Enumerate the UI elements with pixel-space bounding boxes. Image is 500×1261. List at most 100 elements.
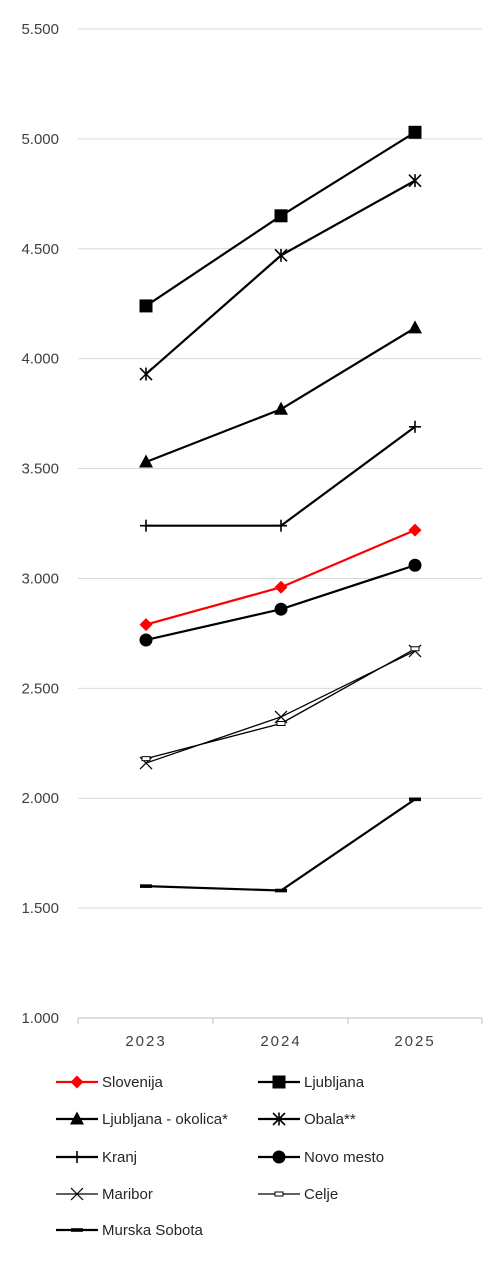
series-kranj bbox=[140, 420, 421, 532]
data-point bbox=[139, 299, 153, 313]
data-point bbox=[274, 580, 288, 594]
data-point bbox=[276, 720, 286, 726]
legend-item: Ljubljana bbox=[258, 1074, 365, 1091]
legend-item: Novo mesto bbox=[258, 1149, 384, 1166]
series-novo-mesto bbox=[139, 558, 422, 647]
grid-layer bbox=[78, 28, 482, 1019]
marker-shape bbox=[70, 1187, 84, 1201]
x-tick-label: 2023 bbox=[125, 1033, 166, 1050]
marker-shape bbox=[71, 1228, 83, 1232]
series-line bbox=[145, 650, 416, 764]
y-tick-label: 4.500 bbox=[21, 241, 59, 258]
y-tick-label: 4.000 bbox=[21, 351, 59, 368]
legend-marker bbox=[272, 1075, 286, 1089]
marker-shape bbox=[274, 602, 288, 616]
marker-shape bbox=[141, 756, 151, 762]
legend-label: Murska Sobota bbox=[102, 1222, 204, 1239]
data-point bbox=[139, 618, 153, 632]
data-point bbox=[274, 248, 288, 262]
legend-label: Kranj bbox=[102, 1149, 137, 1166]
legend-marker bbox=[70, 1111, 84, 1125]
legend-marker bbox=[71, 1151, 83, 1163]
series-line bbox=[146, 425, 416, 527]
marker-shape bbox=[140, 884, 152, 888]
legend-label: Celje bbox=[304, 1186, 338, 1203]
data-point bbox=[409, 797, 421, 802]
marker-shape bbox=[274, 580, 288, 594]
data-point bbox=[408, 558, 422, 572]
data-point bbox=[275, 888, 287, 893]
legend-item: Maribor bbox=[56, 1186, 153, 1203]
legend-item: Murska Sobota bbox=[56, 1222, 204, 1239]
legend-marker bbox=[71, 1228, 83, 1232]
marker-shape bbox=[275, 888, 287, 893]
data-point bbox=[139, 367, 153, 381]
legend-label: Slovenija bbox=[102, 1074, 164, 1091]
data-point bbox=[140, 884, 152, 888]
marker-shape bbox=[408, 558, 422, 572]
legend-item: Slovenija bbox=[56, 1074, 164, 1091]
series-ljubljana-okolica bbox=[139, 320, 422, 468]
legend-label: Ljubljana - okolica* bbox=[102, 1111, 228, 1128]
x-tick-label: 2024 bbox=[260, 1033, 301, 1050]
y-tick-label: 1.000 bbox=[21, 1010, 59, 1027]
legend-marker bbox=[70, 1075, 84, 1089]
legend-marker bbox=[272, 1150, 286, 1164]
series-celje bbox=[141, 646, 420, 762]
legend-marker bbox=[272, 1112, 286, 1126]
legend-marker bbox=[70, 1187, 84, 1201]
data-point bbox=[408, 523, 422, 537]
legend-item: Celje bbox=[258, 1186, 338, 1203]
marker-shape bbox=[410, 646, 420, 652]
y-tick-label: 3.000 bbox=[21, 570, 59, 587]
series-line bbox=[145, 798, 416, 892]
data-point bbox=[274, 401, 288, 415]
marker-shape bbox=[274, 710, 288, 724]
series-slovenija bbox=[139, 523, 422, 632]
legend-item: Kranj bbox=[56, 1149, 137, 1166]
marker-shape bbox=[276, 720, 286, 726]
marker-shape bbox=[408, 320, 422, 334]
marker-shape bbox=[70, 1075, 84, 1089]
marker-shape bbox=[139, 454, 153, 468]
series-obala bbox=[139, 174, 422, 381]
data-point bbox=[141, 756, 151, 762]
data-point bbox=[139, 633, 153, 647]
data-point bbox=[275, 519, 287, 532]
y-tick-label: 3.500 bbox=[21, 461, 59, 478]
y-tick-label: 5.000 bbox=[21, 131, 59, 148]
marker-shape bbox=[409, 797, 421, 802]
marker-shape bbox=[139, 618, 153, 632]
marker-shape bbox=[274, 1191, 284, 1197]
data-point bbox=[140, 519, 152, 532]
data-point bbox=[408, 174, 422, 188]
series-maribor bbox=[139, 644, 422, 770]
series-line bbox=[145, 564, 416, 642]
axis-layer: 1.000 1.500 2.000 2.500 3.000 3.500 4.000 4.500… bbox=[21, 21, 483, 1050]
data-point bbox=[274, 602, 288, 616]
legend-label: Ljubljana bbox=[304, 1074, 365, 1091]
series-line bbox=[145, 648, 416, 760]
marker-shape bbox=[272, 1150, 286, 1164]
data-point bbox=[139, 454, 153, 468]
y-tick-label: 1.500 bbox=[21, 900, 59, 917]
data-point bbox=[408, 125, 422, 139]
legend-label: Novo mesto bbox=[304, 1149, 384, 1166]
series-murska-sobota bbox=[140, 797, 421, 893]
legend-label: Obala** bbox=[304, 1111, 356, 1128]
marker-shape bbox=[272, 1075, 286, 1089]
legend-marker bbox=[274, 1191, 284, 1197]
x-tick-label: 2025 bbox=[394, 1033, 435, 1050]
marker-shape bbox=[70, 1111, 84, 1125]
legend-label: Maribor bbox=[102, 1186, 153, 1203]
marker-shape bbox=[274, 401, 288, 415]
marker-shape bbox=[274, 209, 288, 223]
series-ljubljana bbox=[139, 125, 422, 313]
series-line bbox=[145, 326, 416, 463]
data-point bbox=[410, 646, 420, 652]
legend: Slovenija Ljubljana Ljubljana - okolica* Ob… bbox=[56, 1074, 384, 1239]
data-point bbox=[408, 320, 422, 334]
marker-shape bbox=[139, 299, 153, 313]
marker-shape bbox=[408, 523, 422, 537]
